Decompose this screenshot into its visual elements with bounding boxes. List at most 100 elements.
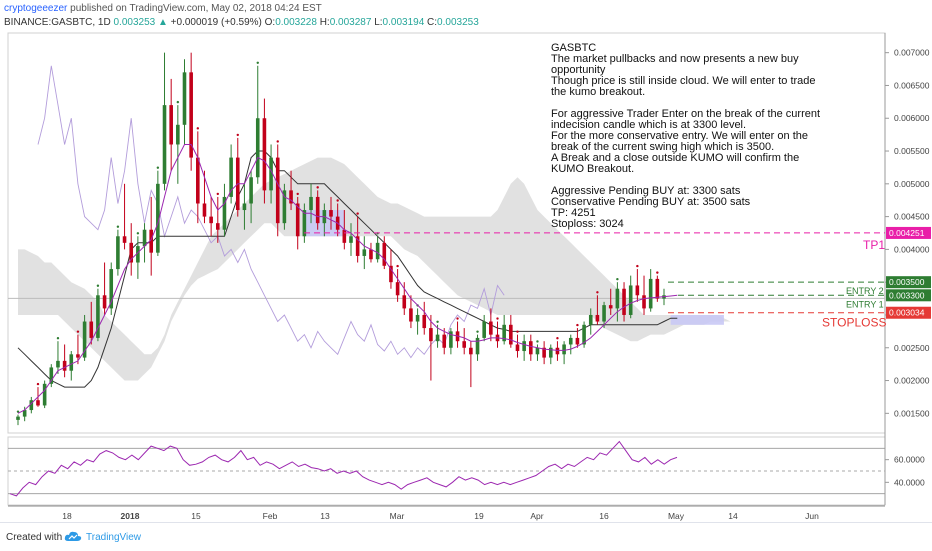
- price-tick-label: 0.004000: [894, 244, 930, 254]
- candle-body: [149, 229, 153, 253]
- high-label: H:: [319, 17, 330, 28]
- price-tick-label: 0.002000: [894, 376, 930, 386]
- price-tick-label: 0.006500: [894, 80, 930, 90]
- fractal-dot: [176, 100, 180, 104]
- time-tick-label: 2018: [121, 511, 140, 521]
- last-price: 0.003253: [113, 17, 156, 28]
- candle-body: [535, 347, 540, 355]
- price-tick-label: 0.005000: [894, 179, 930, 189]
- analysis-note: GASBTC The market pullbacks and now pres…: [551, 42, 821, 230]
- candle-body: [89, 321, 94, 338]
- candle-body: [162, 105, 167, 184]
- candle-body: [249, 177, 253, 204]
- candle-body: [349, 236, 353, 243]
- rsi-tick-label: 60.0000: [894, 455, 925, 465]
- time-tick-label: 16: [599, 511, 609, 521]
- fractal-dot: [76, 330, 80, 333]
- candle-body: [255, 118, 260, 178]
- candle-body: [49, 367, 54, 384]
- candle-body: [402, 295, 407, 309]
- fractal-dot: [476, 330, 479, 333]
- candle-body: [568, 337, 573, 345]
- fractal-dot: [576, 323, 579, 327]
- candle-body: [562, 344, 566, 355]
- candle-body: [182, 72, 187, 125]
- candle-body: [522, 341, 526, 352]
- candle-body: [449, 331, 453, 348]
- fractal-dot: [596, 291, 599, 294]
- fractal-dot: [536, 340, 539, 343]
- price-tick-label: 0.007000: [894, 48, 930, 58]
- candle-body: [529, 341, 533, 355]
- candle-body: [156, 183, 160, 253]
- time-tick-label: Mar: [390, 511, 405, 521]
- candle-body: [655, 278, 660, 299]
- candle-body: [169, 105, 173, 145]
- candle-body: [16, 416, 20, 420]
- candle-body: [389, 265, 393, 283]
- fractal-dot: [276, 140, 279, 143]
- high-value: 0.003287: [329, 17, 372, 28]
- candle-body: [315, 196, 320, 224]
- fractal-dot: [136, 232, 140, 235]
- chart-canvas[interactable]: 0.007000 0.006500 0.006000 0.005500 0.005000…: [0, 0, 932, 522]
- candle-body: [282, 190, 287, 224]
- candle-body: [222, 196, 227, 230]
- candle-body: [142, 229, 147, 247]
- candle-body: [369, 249, 373, 260]
- candle-body: [229, 157, 233, 197]
- created-with-label: Created with: [6, 532, 63, 543]
- candle-body: [196, 157, 200, 204]
- fractal-dot: [336, 199, 339, 202]
- price-tag-label: 0.003500: [889, 277, 925, 287]
- candle-body: [302, 210, 307, 237]
- fractal-dot: [636, 264, 639, 268]
- candle-body: [608, 305, 613, 309]
- fractal-dot: [456, 317, 459, 320]
- fractal-dot: [216, 192, 219, 196]
- tradingview-brand-link[interactable]: TradingView: [86, 532, 142, 543]
- author-link[interactable]: cryptogeeezer: [4, 3, 68, 14]
- symbol-ohlc-line: BINANCE:GASBTC, 1D 0.003253 ▲ +0.000019 …: [4, 17, 479, 28]
- fractal-dot: [396, 264, 399, 268]
- level-label-entry-1: ENTRY 1: [846, 299, 884, 309]
- candle-body: [422, 314, 427, 329]
- price-tick-label: 0.006000: [894, 113, 930, 123]
- price-tag-label: 0.004251: [889, 228, 925, 238]
- price-tick-label: 0.004500: [894, 212, 930, 222]
- fractal-dot: [256, 61, 259, 64]
- fractal-dot: [316, 186, 319, 189]
- candle-body: [615, 288, 620, 309]
- candle-body: [129, 242, 134, 263]
- candle-body: [309, 196, 313, 211]
- rsi-tick-label: 40.0000: [894, 477, 925, 487]
- price-change: +0.000019 (+0.59%): [170, 17, 262, 28]
- time-tick-label: 18: [62, 511, 72, 521]
- level-label-tp1: TP1: [863, 238, 885, 252]
- open-value: 0.003228: [275, 17, 317, 28]
- candle-body: [355, 236, 360, 256]
- candle-body: [102, 295, 107, 309]
- candle-body: [202, 203, 207, 217]
- low-label: L:: [374, 17, 383, 28]
- candle-body: [22, 410, 27, 417]
- candle-body: [342, 229, 347, 243]
- candle-body: [575, 337, 580, 345]
- level-label-stoploss: STOPLOSS: [822, 316, 886, 330]
- fractal-dot: [296, 192, 299, 196]
- candle-body: [548, 347, 553, 358]
- candle-body: [362, 249, 367, 256]
- candle-body: [415, 314, 420, 322]
- fractal-dot: [356, 212, 359, 215]
- price-tag-label: 0.003300: [889, 290, 925, 300]
- close-label: C:: [427, 17, 438, 28]
- fractal-dot: [236, 133, 239, 137]
- price-tag-entry-1: [886, 289, 931, 302]
- candle-body: [515, 344, 520, 352]
- candle-body: [469, 347, 473, 355]
- open-label: O:: [264, 17, 276, 28]
- candle-body: [595, 314, 600, 322]
- candle-body: [42, 383, 47, 406]
- time-tick-label: May: [668, 511, 685, 521]
- candle-body: [509, 324, 513, 345]
